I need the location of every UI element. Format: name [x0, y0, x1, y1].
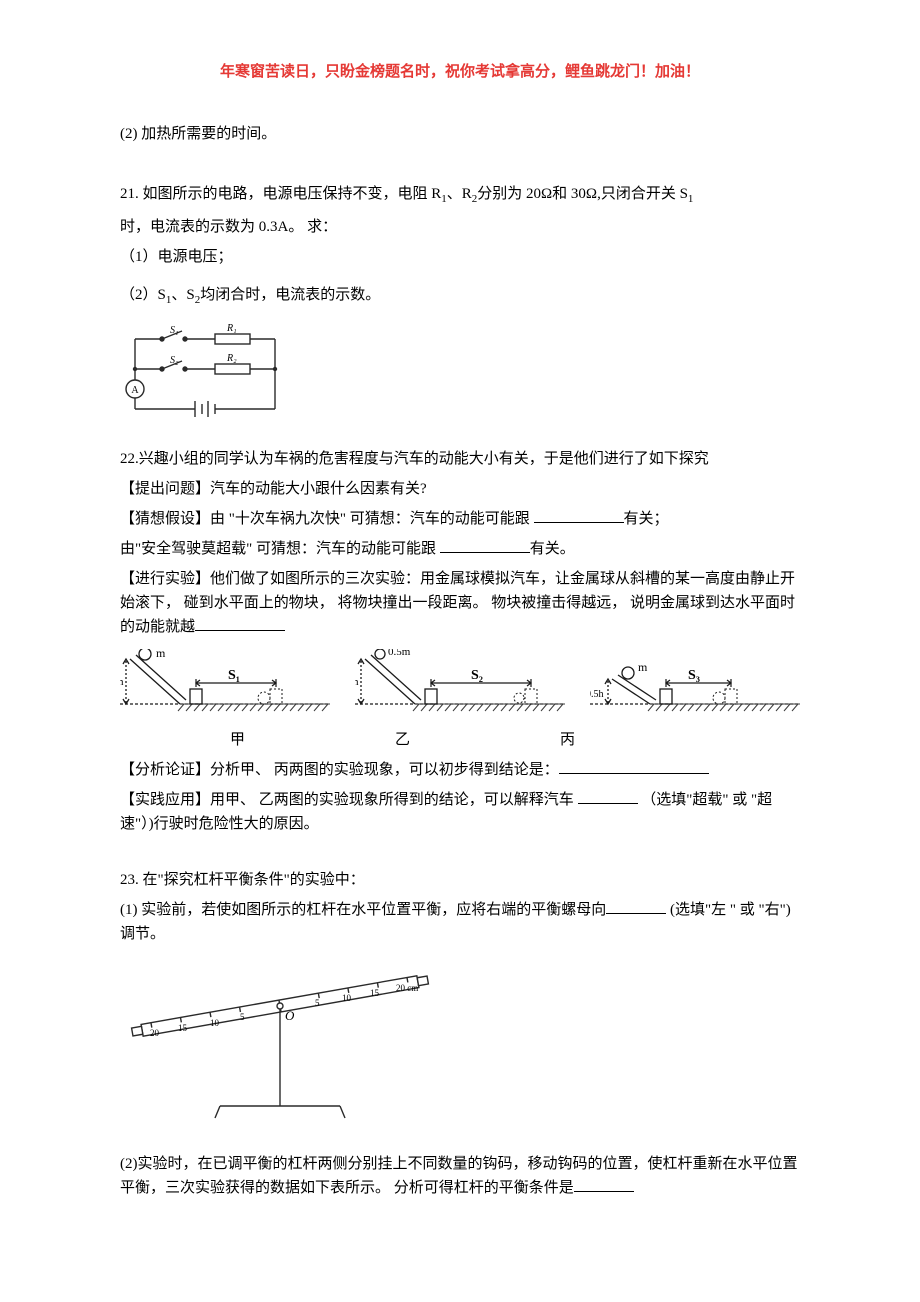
ramp-yi: 0.5m h S₂ [355, 649, 565, 724]
q21-stem: 21. 如图所示的电路，电源电压保持不变，电阻 R1、R2分别为 20Ω和 30… [120, 182, 800, 209]
r2-label: R₂ [226, 353, 237, 364]
q22-analysis: 【分析论证】分析甲、 丙两图的实验现象，可以初步得到结论是： [120, 758, 800, 782]
header-motto: 年寒窗苦读日，只盼金榜题名时，祝你考试拿高分，鲤鱼跳龙门！加油！ [120, 60, 800, 84]
label-jia: 甲 [230, 728, 245, 752]
q22-blank4[interactable] [559, 758, 709, 774]
q21-p2c: 均闭合时，电流表的示数。 [200, 287, 380, 303]
ramp-jia-s: S₁ [228, 668, 240, 683]
ramp-yi-h: h [355, 676, 359, 688]
q23-stem: 23. 在"探究杠杆平衡条件"的实验中： [120, 868, 800, 892]
q21-stem-c: 分别为 20Ω和 30Ω,只闭合开关 S [477, 186, 688, 202]
q23-p2: (2)实验时，在已调平衡的杠杆两侧分别挂上不同数量的钩码，移动钩码的位置，使杠杆… [120, 1152, 800, 1200]
q22-blank5[interactable] [578, 788, 638, 804]
tick-5: 10 [342, 993, 352, 1003]
q21-part2: （2）S1、S2均闭合时，电流表的示数。 [120, 283, 800, 310]
s1-label: S₁ [170, 325, 178, 336]
ramp-jia: m h S₁ [120, 649, 330, 724]
ramp-bing: m 0.5h S₃ [590, 649, 800, 724]
q22-stem: 22.兴趣小组的同学认为车祸的危害程度与汽车的动能大小有关，于是他们进行了如下探… [120, 447, 800, 471]
q22-blank3[interactable] [195, 615, 285, 631]
q21-stem-d: 时，电流表的示数为 0.3A。 求： [120, 215, 800, 239]
s2-label: S₂ [170, 355, 179, 366]
q23-p2-text: (2)实验时，在已调平衡的杠杆两侧分别挂上不同数量的钩码，移动钩码的位置，使杠杆… [120, 1156, 798, 1196]
q23-blank1[interactable] [606, 898, 666, 914]
q22-hyp-c: 由"安全驾驶莫超载" 可猜想：汽车的动能可能跟 [120, 541, 440, 557]
q22-analysis-a: 【分析论证】分析甲、 丙两图的实验现象，可以初步得到结论是： [120, 762, 559, 778]
q23-p1: (1) 实验前，若使如图所示的杠杆在水平位置平衡，应将右端的平衡螺母向 (选填"… [120, 898, 800, 946]
q22-apply-a: 【实践应用】用甲、 乙两图的实验现象所得到的结论，可以解释汽车 [120, 792, 578, 808]
ammeter-label: A [131, 385, 139, 396]
ramp-jia-m: m [156, 649, 166, 660]
ramp-yi-s: S₂ [471, 668, 483, 683]
ramp-jia-h: h [120, 676, 124, 688]
q23-p1-a: (1) 实验前，若使如图所示的杠杆在水平位置平衡，应将右端的平衡螺母向 [120, 902, 606, 918]
ramp-bing-s: S₃ [688, 668, 700, 683]
q21-p2b: 、S [171, 287, 194, 303]
ramp-yi-m: 0.5m [388, 649, 411, 658]
q21-part1: （1）电源电压； [120, 245, 800, 269]
tick-7: 20 cm [396, 983, 418, 993]
ramp-bing-m: m [638, 660, 648, 674]
tick-0: 20 [150, 1028, 160, 1038]
q22-raise: 【提出问题】汽车的动能大小跟什么因素有关? [120, 477, 800, 501]
lever-o: O [285, 1008, 295, 1023]
tick-1: 15 [178, 1023, 188, 1033]
q22-exp: 【进行实验】他们做了如图所示的三次实验：用金属球模拟汽车，让金属球从斜槽的某一高… [120, 567, 800, 639]
q22-hyp-b: 有关； [624, 511, 669, 527]
q20-part2: (2) 加热所需要的时间。 [120, 122, 800, 146]
q21-sub3: 1 [688, 193, 694, 205]
q22-blank2[interactable] [440, 537, 530, 553]
r1-label: R₁ [226, 323, 237, 334]
q22-ramp-diagrams: m h S₁ [120, 649, 800, 724]
q22-blank1[interactable] [534, 507, 624, 523]
label-yi: 乙 [395, 728, 410, 752]
q22-hyp-d: 有关。 [530, 541, 575, 557]
q22-hyp1: 【猜想假设】由 "十次车祸九次快" 可猜想：汽车的动能可能跟 有关； [120, 507, 800, 531]
tick-6: 15 [370, 988, 380, 998]
q22-hyp-a: 【猜想假设】由 "十次车祸九次快" 可猜想：汽车的动能可能跟 [120, 511, 534, 527]
q21-stem-b: 、R [447, 186, 472, 202]
label-bing: 丙 [560, 728, 575, 752]
q21-p2a: （2）S [120, 287, 166, 303]
q22-apply: 【实践应用】用甲、 乙两图的实验现象所得到的结论，可以解释汽车 （选填"超载" … [120, 788, 800, 836]
tick-4: 5 [315, 998, 320, 1008]
ramp-bing-h: 0.5h [590, 689, 604, 700]
q23-blank2[interactable] [574, 1176, 634, 1192]
q21-circuit-diagram: A S₁ R₁ S₂ R₂ [120, 321, 800, 429]
tick-2: 10 [210, 1018, 220, 1028]
q21-stem-a: 21. 如图所示的电路，电源电压保持不变，电阻 R [120, 186, 441, 202]
q23-lever-diagram: 20 15 10 5 5 10 15 20 cm O [120, 956, 800, 1134]
q22-labels-row: 甲 乙 丙 [120, 728, 800, 752]
q22-hyp2: 由"安全驾驶莫超载" 可猜想：汽车的动能可能跟 有关。 [120, 537, 800, 561]
tick-3: 5 [240, 1012, 245, 1022]
